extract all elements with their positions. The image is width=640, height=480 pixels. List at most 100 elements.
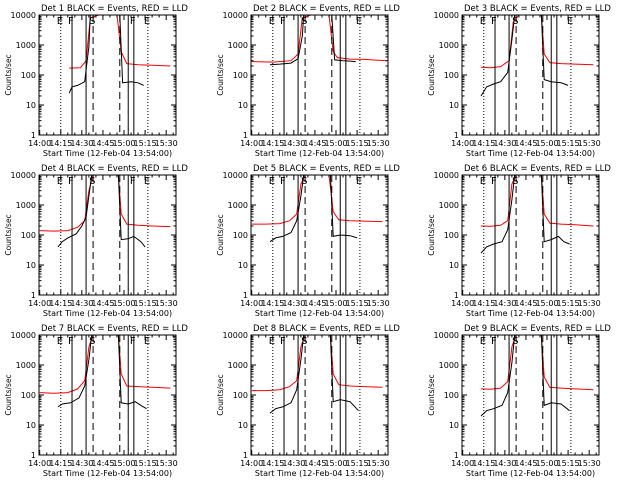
marker-label: E [356,336,362,347]
marker-label: E [567,176,573,187]
y-tick-label: 1000 [439,201,459,210]
chart-panel-1: E F S F E11010010001000014:0014:1514:3014:45… [4,4,188,158]
marker-label: F [491,176,497,187]
marker-label: S [512,336,518,347]
y-tick-label: 1000 [16,201,36,210]
panel-title: Det 4 BLACK = Events, RED = LLD [41,164,188,174]
x-axis-label: Start Time (12-Feb-04 13:54:00) [255,309,384,318]
y-tick-label: 10000 [11,331,36,340]
x-tick-label: 14:30 [282,139,305,148]
x-tick-label: 14:45 [514,139,537,148]
marker-label: S [89,16,95,27]
y-tick-label: 10000 [223,171,248,180]
y-tick-label: 10000 [434,171,459,180]
y-tick-label: 100 [444,71,459,80]
x-tick-label: 15:30 [578,299,601,308]
x-tick-label: 15:30 [367,139,390,148]
x-tick-label: 14:30 [493,459,516,468]
x-tick-label: 15:30 [155,459,178,468]
panel-title: Det 2 BLACK = Events, RED = LLD [253,4,400,14]
y-tick-label: 10 [238,101,248,110]
y-tick-label: 10 [26,421,36,430]
y-tick-label: 10000 [223,11,248,20]
x-tick-label: 15:15 [557,139,580,148]
panel-title: Det 9 BLACK = Events, RED = LLD [464,324,611,334]
x-tick-label: 14:45 [303,299,326,308]
x-tick-label: 15:15 [557,299,580,308]
chart-panel-5: E F S E11010010001000014:0014:1514:3014:451… [216,164,400,318]
x-tick-label: 15:15 [134,139,157,148]
x-tick-label: 15:30 [578,459,601,468]
x-tick-label: 14:00 [451,459,474,468]
marker-label: E [356,176,362,187]
x-tick-label: 15:15 [346,299,369,308]
marker-label: E [356,16,362,27]
x-tick-label: 14:00 [28,139,51,148]
y-tick-label: 10 [26,261,36,270]
marker-label: S [89,176,95,187]
y-tick-label: 1000 [228,41,248,50]
x-axis-label: Start Time (12-Feb-04 13:54:00) [43,469,172,478]
x-tick-label: 14:15 [261,139,284,148]
panel-title: Det 8 BLACK = Events, RED = LLD [253,324,400,334]
marker-label: S [301,336,307,347]
marker-label: E [269,16,275,27]
x-axis-label: Start Time (12-Feb-04 13:54:00) [255,469,384,478]
plot-frame [38,14,177,136]
panel-title: Det 3 BLACK = Events, RED = LLD [464,4,611,14]
marker-label: E [480,336,486,347]
plot-frame [38,174,177,296]
y-axis-label: Counts/sec [427,214,436,255]
series-group [480,14,594,97]
marker-label: E [57,176,63,187]
y-tick-label: 100 [21,231,36,240]
chart-panel-8: E F S E11010010001000014:0014:1514:3014:451… [216,324,400,478]
y-tick-label: 100 [233,71,248,80]
marker-label: E [480,16,486,27]
marker-label: F [68,16,74,27]
plot-frame [461,334,600,456]
y-tick-label: 1000 [439,361,459,370]
x-tick-label: 15:15 [134,299,157,308]
y-axis-label: Counts/sec [427,374,436,415]
series-line-events [480,14,569,97]
y-tick-label: 1 [454,451,459,460]
series-line-events [480,334,570,417]
x-tick-label: 15:30 [367,459,390,468]
x-tick-label: 15:30 [578,139,601,148]
series-group [480,174,594,254]
y-tick-label: 10 [26,101,36,110]
marker-label: F [68,176,74,187]
marker-label: F [491,16,497,27]
x-tick-label: 14:00 [28,459,51,468]
x-axis-label: Start Time (12-Feb-04 13:54:00) [466,309,595,318]
x-tick-label: 15:00 [535,459,558,468]
x-axis-label: Start Time (12-Feb-04 13:54:00) [43,309,172,318]
x-tick-label: 15:15 [134,459,157,468]
x-tick-label: 14:15 [261,299,284,308]
x-tick-label: 14:30 [70,299,93,308]
y-tick-label: 100 [233,231,248,240]
marker-label: E [567,16,573,27]
x-tick-label: 15:15 [346,139,369,148]
x-tick-label: 14:45 [91,459,114,468]
marker-label: E [57,336,63,347]
x-tick-label: 15:00 [112,299,135,308]
series-line-lld [480,14,594,69]
x-tick-label: 14:00 [451,299,474,308]
marker-label: F [280,176,286,187]
x-tick-label: 14:00 [240,459,263,468]
marker-label: E [57,16,63,27]
y-tick-label: 10 [449,261,459,270]
series-line-lld [480,334,594,391]
x-tick-label: 14:15 [472,299,495,308]
y-tick-label: 1000 [228,201,248,210]
y-axis-label: Counts/sec [4,54,13,95]
y-tick-label: 10000 [223,331,248,340]
y-tick-label: 1 [454,291,459,300]
y-axis-label: Counts/sec [4,374,13,415]
x-tick-label: 14:45 [303,139,326,148]
y-tick-label: 10000 [434,11,459,20]
x-tick-label: 14:30 [70,139,93,148]
